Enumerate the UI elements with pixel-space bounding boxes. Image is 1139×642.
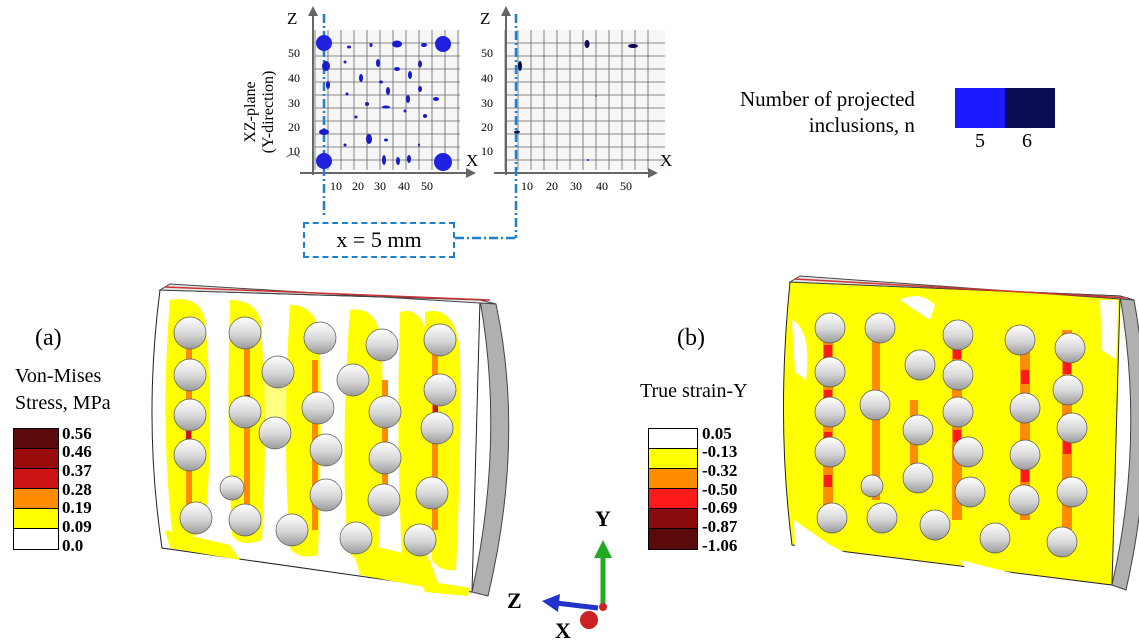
inclusion-legend-title: Number of projected inclusions, n	[740, 87, 915, 137]
left-tick-labels: 10 20 30 40 50 50 40 30 20 10	[288, 46, 433, 193]
right-x-tick: 50	[620, 179, 632, 193]
slice-label: x = 5 mm	[336, 227, 422, 252]
scale-b-value: -0.50	[702, 480, 738, 499]
plane-label: XZ-plane (Y-direction)	[242, 70, 277, 154]
scale-a-value: 0.46	[62, 442, 92, 461]
scale-b-swatch	[649, 509, 697, 529]
left-z-tick: 50	[288, 46, 300, 60]
scale-b-value: 0.05	[702, 424, 732, 443]
triad-x-axis	[580, 611, 598, 629]
right-z-tick: 50	[481, 46, 493, 60]
scale-b-swatch	[649, 489, 697, 509]
coordinate-triad	[542, 540, 612, 629]
panel-b-legend-title: True strain-Y	[640, 380, 748, 402]
triad-z-label: Z	[507, 588, 522, 613]
left-x-tick: 20	[352, 179, 364, 193]
svg-text:⌒: ⌒	[286, 154, 300, 170]
right-z-tick: 20	[481, 120, 493, 134]
scale-b-value: -0.13	[702, 442, 738, 461]
right-x-tick: 20	[546, 179, 558, 193]
scale-b-value: -1.06	[702, 536, 738, 555]
left-x-tick: 10	[330, 179, 342, 193]
panel-a-label: (a)	[35, 325, 62, 351]
scale-b-value: -0.69	[702, 498, 738, 517]
left-x-axis-label: X	[466, 151, 478, 170]
triad-y-arrow-icon	[594, 540, 612, 558]
panel-b-color-scale	[648, 428, 698, 550]
scale-a-value: 0.0	[62, 536, 84, 555]
right-x-tick: 40	[596, 179, 608, 193]
triad-x-label: X	[555, 618, 571, 642]
right-z-axis-label: Z	[480, 9, 490, 28]
scale-a-swatch	[14, 529, 58, 549]
right-z-arrow-icon	[501, 6, 511, 16]
scale-a-swatch	[14, 429, 58, 449]
triad-z-arrow-icon	[542, 594, 560, 612]
left-x-arrow-icon	[466, 168, 476, 178]
scale-b-swatch	[649, 469, 697, 489]
scale-b-value: -0.87	[702, 517, 738, 536]
inclusion-value-5: 5	[975, 130, 985, 152]
right-z-tick: 10	[481, 144, 493, 158]
inclusion-value-6: 6	[1022, 130, 1032, 152]
left-z-axis-label: Z	[287, 9, 297, 28]
triad-y-label: Y	[595, 506, 611, 531]
right-projection-grid	[504, 30, 665, 170]
scale-b-swatch	[649, 449, 697, 469]
specimen-a	[151, 283, 510, 597]
left-z-tick: 10	[288, 144, 300, 158]
scale-b-swatch	[649, 429, 697, 449]
panel-a-color-scale	[13, 428, 59, 550]
scale-a-swatch	[14, 469, 58, 489]
scale-b-swatch	[649, 529, 697, 549]
scale-a-value: 0.19	[62, 498, 92, 517]
panel-a-legend-title: Von-Mises Stress, MPa	[15, 365, 111, 414]
right-z-tick: 40	[481, 71, 493, 85]
scale-b-value: -0.32	[702, 461, 738, 480]
right-x-arrow-icon	[648, 168, 658, 178]
scale-a-value: 0.56	[62, 424, 92, 443]
left-z-tick: 30	[288, 96, 300, 110]
scale-a-swatch	[14, 509, 58, 529]
right-x-tick: 10	[521, 179, 533, 193]
right-inclusions	[514, 40, 638, 161]
right-tick-labels: 10 20 30 40 50 50 40 30 20 10	[481, 46, 632, 193]
left-inclusions	[316, 35, 452, 171]
panel-b-label: (b)	[677, 325, 705, 351]
scale-a-value: 0.09	[62, 517, 92, 536]
triad-z-axis	[555, 600, 599, 611]
inclusion-swatch-5	[955, 88, 1005, 128]
left-x-tick: 40	[398, 179, 410, 193]
scale-a-value: 0.28	[62, 480, 92, 499]
scale-a-swatch	[14, 489, 58, 509]
slice-position-box: x = 5 mm	[303, 222, 455, 258]
scale-a-swatch	[14, 449, 58, 469]
left-z-tick: 20	[288, 120, 300, 134]
scale-a-value: 0.37	[62, 461, 92, 480]
left-x-tick: 30	[374, 179, 386, 193]
specimen-b	[782, 275, 1139, 591]
left-z-tick: 40	[288, 71, 300, 85]
left-x-tick: 50	[421, 179, 433, 193]
right-x-tick: 30	[570, 179, 582, 193]
right-z-tick: 30	[481, 96, 493, 110]
right-x-axis-label: X	[660, 151, 672, 170]
left-z-arrow-icon	[308, 6, 318, 16]
inclusion-swatch-6	[1005, 88, 1055, 128]
